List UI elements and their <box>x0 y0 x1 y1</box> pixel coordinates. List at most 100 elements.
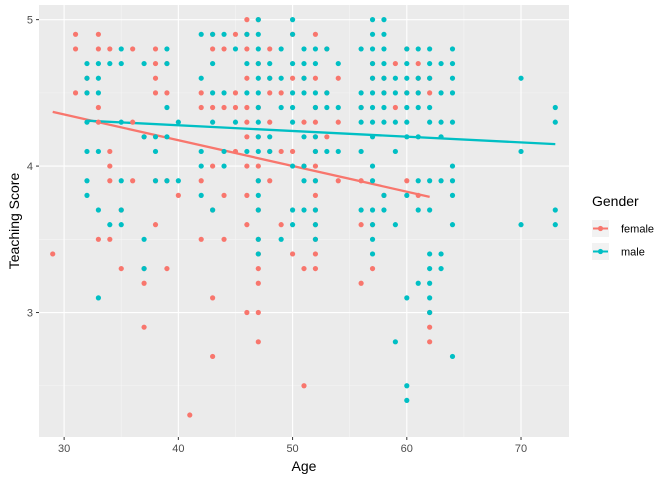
male-point <box>392 119 398 125</box>
male-point <box>404 383 410 389</box>
male-point <box>164 178 170 184</box>
male-point <box>427 265 433 272</box>
male-point <box>84 60 90 67</box>
trend-lines <box>52 110 556 198</box>
male-point <box>255 236 261 242</box>
female-point <box>107 236 113 242</box>
male-point <box>84 75 90 81</box>
male-point <box>358 90 364 96</box>
male-point <box>392 222 398 228</box>
male-point <box>152 134 159 140</box>
female-point <box>232 148 239 155</box>
male-point <box>95 75 101 81</box>
female-point <box>198 90 204 96</box>
female-point <box>210 353 216 360</box>
male-point <box>552 222 558 228</box>
male-point <box>255 31 261 37</box>
male-point <box>289 17 296 23</box>
male-point <box>95 295 101 301</box>
male-point <box>255 104 261 111</box>
male-point <box>415 134 421 140</box>
female-point <box>210 46 216 52</box>
female-point <box>152 75 159 81</box>
male-point <box>552 104 558 111</box>
female-point <box>72 46 79 52</box>
male-point <box>392 75 398 81</box>
male-point <box>312 104 319 111</box>
male-point <box>369 134 376 140</box>
male-point <box>369 222 376 228</box>
male-point <box>255 134 261 140</box>
male-point <box>141 60 147 67</box>
female-point <box>278 222 284 228</box>
legend-marker-male <box>597 248 604 255</box>
female-point <box>95 46 101 52</box>
male-point <box>255 148 261 155</box>
male-point <box>415 75 421 81</box>
female-point <box>198 104 204 111</box>
female-point <box>141 324 147 330</box>
male-point <box>369 17 376 23</box>
male-point <box>324 46 330 52</box>
male-point <box>369 251 376 257</box>
male-point <box>267 134 273 140</box>
female-point <box>210 104 216 111</box>
male-point <box>369 46 376 52</box>
male-point <box>255 207 261 213</box>
female-point <box>210 163 216 169</box>
male-point <box>415 90 421 96</box>
female-point <box>335 178 341 184</box>
male-point <box>301 178 307 184</box>
female-point <box>107 46 113 52</box>
female-point <box>107 163 113 169</box>
male-point <box>427 46 433 52</box>
male-point <box>438 134 444 140</box>
male-point <box>267 60 273 67</box>
male-point <box>369 163 376 169</box>
female-trend-line <box>52 110 430 198</box>
male-point <box>118 60 124 67</box>
female-point <box>427 339 433 345</box>
female-point <box>244 46 250 52</box>
male-point <box>221 90 227 96</box>
male-point <box>449 90 456 96</box>
legend-title: Gender <box>592 193 639 209</box>
male-point <box>210 207 216 213</box>
female-point <box>392 104 398 111</box>
male-point <box>415 46 421 52</box>
female-point <box>244 119 250 125</box>
male-point <box>244 90 250 96</box>
male-point <box>427 75 433 81</box>
male-point <box>518 222 524 228</box>
female-point <box>141 280 147 286</box>
female-point <box>152 46 159 52</box>
female-point <box>358 178 364 184</box>
female-point <box>289 251 296 257</box>
male-point <box>175 119 181 125</box>
male-point <box>255 46 261 52</box>
y-axis: 3 4 5 <box>27 15 39 320</box>
male-point <box>255 60 261 67</box>
male-point <box>255 119 261 125</box>
male-point <box>404 397 410 403</box>
male-point <box>415 280 421 286</box>
female-point <box>427 324 433 330</box>
male-point <box>278 75 284 81</box>
male-point <box>324 104 330 111</box>
female-point <box>107 148 113 155</box>
female-point <box>335 119 341 125</box>
male-point <box>107 222 113 228</box>
male-point <box>289 60 296 67</box>
male-point <box>312 148 319 155</box>
male-point <box>118 222 124 228</box>
female-point <box>107 178 113 184</box>
female-point <box>415 60 421 67</box>
male-point <box>118 207 124 213</box>
female-point <box>255 163 261 169</box>
male-point <box>164 134 170 140</box>
male-point <box>324 148 330 155</box>
male-point <box>404 60 410 67</box>
male-point <box>84 148 90 155</box>
male-point <box>369 178 376 184</box>
male-point <box>255 17 261 23</box>
